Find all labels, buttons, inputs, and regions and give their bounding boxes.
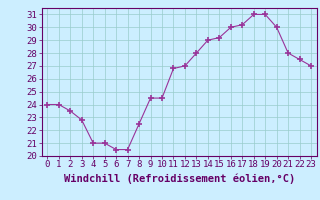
X-axis label: Windchill (Refroidissement éolien,°C): Windchill (Refroidissement éolien,°C): [64, 173, 295, 184]
